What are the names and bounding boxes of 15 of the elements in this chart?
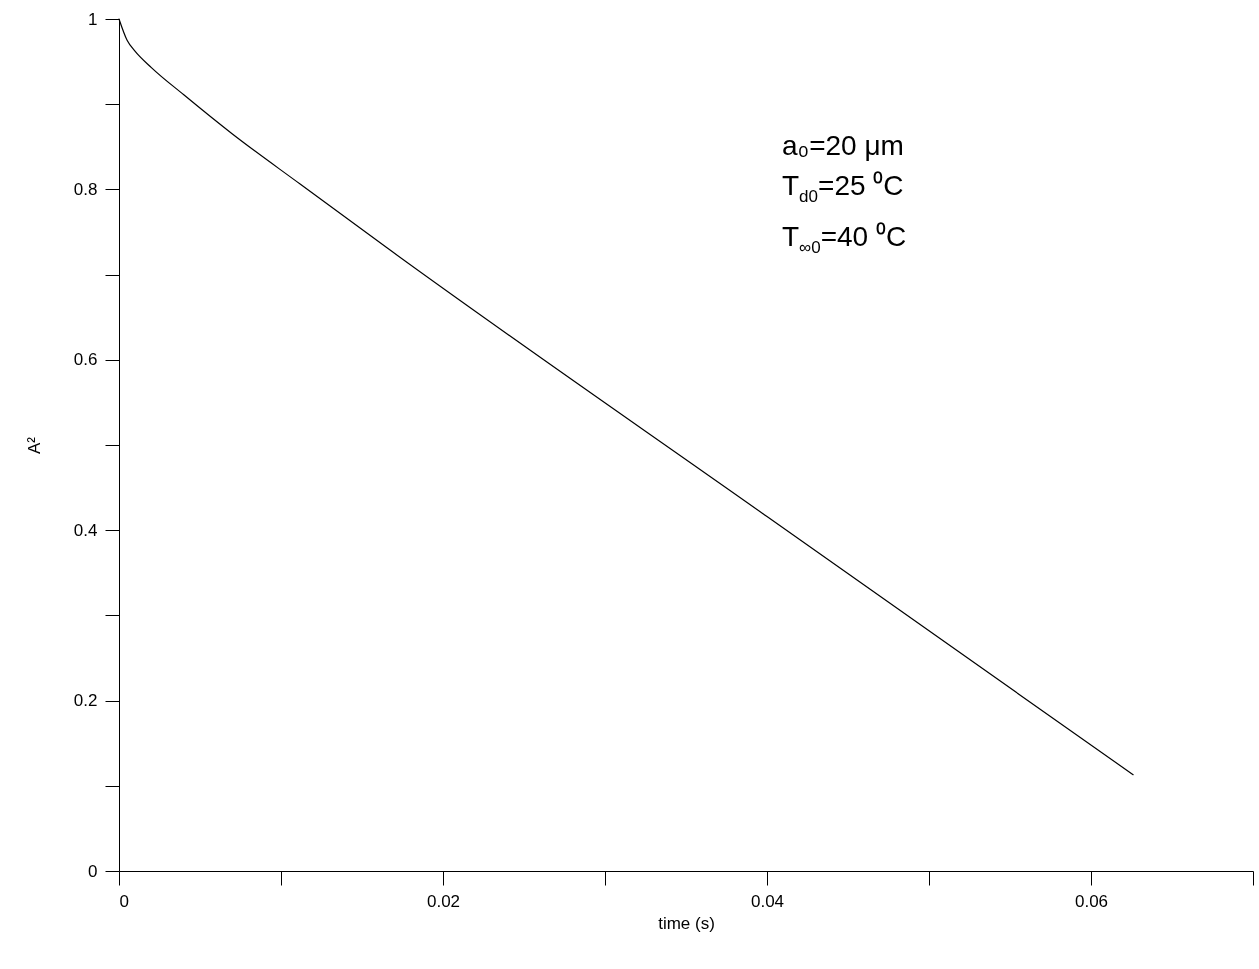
y-tick-label: 0.4 xyxy=(73,520,98,540)
y-tick-label: 0.6 xyxy=(73,350,98,370)
x-tick-label: 0.04 xyxy=(750,891,785,911)
annotation: T$_{∞0}$=40 ⁰C xyxy=(782,219,907,259)
x-tick-label: 0 xyxy=(119,891,129,911)
y-axis-title: A² xyxy=(24,436,44,454)
x-tick-label: 0.06 xyxy=(1074,891,1109,911)
y-tick-label: 1 xyxy=(88,9,98,29)
x-tick-label: 0.02 xyxy=(426,891,461,911)
x-axis-title: time (s) xyxy=(658,913,715,933)
y-tick-label: 0.8 xyxy=(73,179,98,199)
y-tick-label: 0.2 xyxy=(73,691,98,711)
y-tick-label: 0 xyxy=(88,861,98,881)
annotation: a₀=20 μm xyxy=(782,129,905,163)
annotation: T$_{d0}$=25 ⁰C xyxy=(782,169,905,208)
